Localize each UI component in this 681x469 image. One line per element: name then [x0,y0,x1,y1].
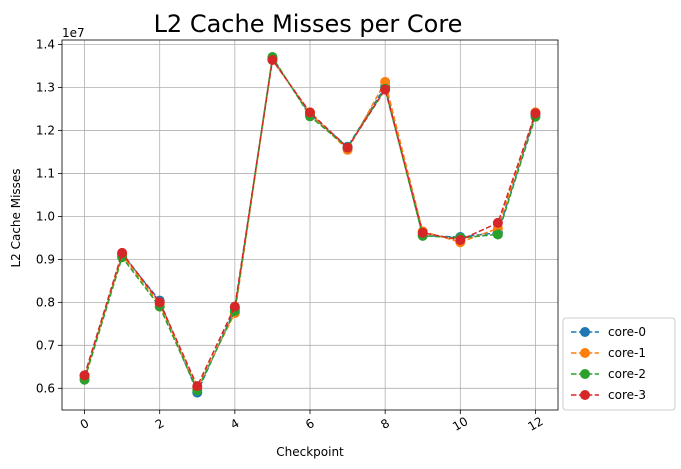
legend-item: core-2 [571,367,646,381]
x-tick-label: 0 [78,416,92,432]
data-point-core-3 [229,301,240,312]
legend-label: core-1 [608,346,646,360]
x-tick-label: 2 [153,416,167,432]
y-tick-label: 1.0 [36,209,55,223]
legend-label: core-0 [608,325,646,339]
x-axis: 0 2 4 6 8 10 12 [78,410,546,434]
data-point-core-3 [380,84,391,95]
x-tick-label: 12 [525,414,545,434]
y-tick-label: 1.1 [36,166,55,180]
data-point-core-3 [530,108,541,119]
legend-label: core-2 [608,367,646,381]
series-layer [79,51,541,398]
data-point-core-3 [117,247,128,258]
data-point-core-3 [79,370,90,381]
data-point-core-3 [267,54,278,65]
data-point-core-3 [455,235,466,246]
data-point-core-2 [492,229,503,240]
data-point-core-3 [192,381,203,392]
legend: core-0 core-1 core-2 core-3 [562,317,676,411]
data-point-core-3 [342,142,353,153]
grid [62,40,558,410]
series-core-3 [79,54,541,392]
legend-label: core-3 [608,388,646,402]
legend-item: core-3 [571,388,646,402]
y-offset-label: 1e7 [62,26,85,40]
legend-marker [580,369,590,379]
legend-item: core-1 [571,346,646,360]
legend-item: core-0 [571,325,646,339]
y-tick-label: 0.8 [36,295,55,309]
y-tick-label: 1.3 [36,80,55,94]
y-tick-label: 0.7 [36,338,55,352]
x-axis-label: Checkpoint [276,445,344,459]
x-tick-label: 8 [378,416,392,432]
data-point-core-3 [492,217,503,228]
x-tick-label: 10 [450,414,470,434]
y-tick-label: 1.2 [36,123,55,137]
data-point-core-3 [417,227,428,238]
legend-marker [580,390,590,400]
legend-frame [562,317,676,411]
data-point-core-1 [380,76,391,87]
chart-title: L2 Cache Misses per Core [154,10,463,38]
data-point-core-3 [305,107,315,118]
y-axis-label: L2 Cache Misses [9,168,23,267]
legend-marker [580,348,590,358]
legend-marker [580,327,590,337]
y-axis: 0.6 0.7 0.8 0.9 1.0 1.1 1.2 1.3 1.4 [36,38,62,395]
y-tick-label: 0.9 [36,252,55,266]
y-tick-label: 1.4 [36,38,55,52]
x-tick-label: 6 [303,416,317,432]
y-tick-label: 0.6 [36,381,55,395]
x-tick-label: 4 [228,416,242,432]
data-point-core-3 [154,297,165,308]
